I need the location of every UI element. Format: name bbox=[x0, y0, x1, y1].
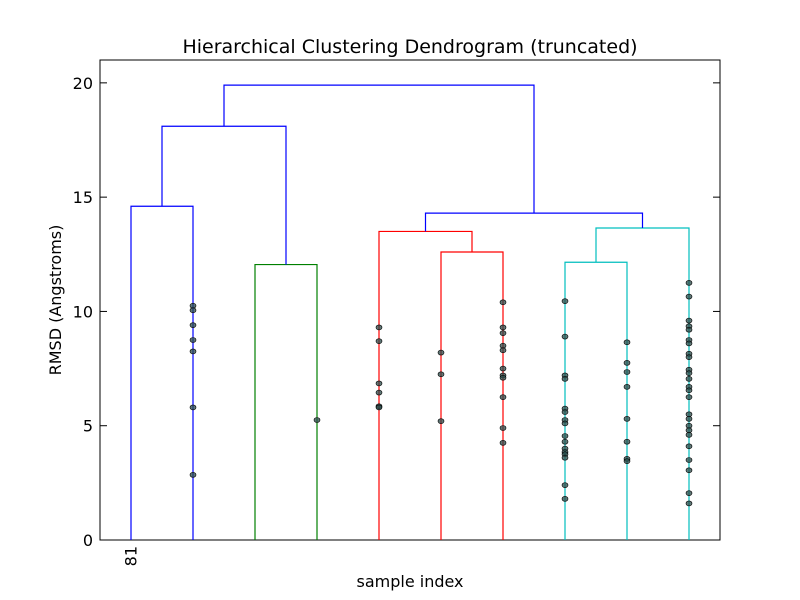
sample-point bbox=[685, 411, 693, 418]
sample-point bbox=[499, 330, 507, 336]
sample-point bbox=[499, 374, 507, 381]
sample-point bbox=[685, 422, 693, 429]
sample-point bbox=[561, 298, 569, 304]
sample-point bbox=[685, 370, 693, 376]
y-axis-label: RMSD (Angstroms) bbox=[46, 225, 65, 376]
sample-point bbox=[561, 482, 569, 488]
dendrogram-links bbox=[130, 84, 690, 540]
sample-point bbox=[685, 500, 693, 507]
sample-point bbox=[623, 384, 631, 390]
sample-point bbox=[685, 443, 693, 450]
sample-point bbox=[685, 432, 693, 438]
sample-point bbox=[189, 472, 197, 478]
dendrogram-link-0 bbox=[130, 205, 194, 540]
sample-point bbox=[685, 293, 693, 300]
sample-point bbox=[623, 339, 631, 346]
x-tick-label: 81 bbox=[122, 546, 141, 566]
sample-point bbox=[561, 454, 569, 461]
sample-point bbox=[623, 458, 631, 464]
sample-point bbox=[499, 425, 507, 431]
sample-point bbox=[437, 371, 445, 378]
y-tick-label: 10 bbox=[73, 302, 93, 321]
sample-point bbox=[685, 317, 693, 324]
sample-point bbox=[623, 438, 631, 445]
sample-point bbox=[685, 280, 693, 286]
sample-point bbox=[499, 299, 507, 306]
sample-point bbox=[499, 365, 507, 372]
sample-point bbox=[189, 337, 197, 343]
dendrogram-link-2 bbox=[161, 125, 287, 265]
sample-point bbox=[561, 376, 569, 382]
sample-point bbox=[499, 347, 507, 354]
sample-point bbox=[685, 490, 693, 496]
sample-point bbox=[685, 354, 693, 360]
y-tick-label: 15 bbox=[73, 188, 93, 207]
sample-point bbox=[189, 307, 197, 314]
sample-point bbox=[561, 438, 569, 445]
sample-point bbox=[685, 457, 693, 463]
sample-point bbox=[561, 496, 569, 502]
sample-point bbox=[623, 369, 631, 375]
sample-point bbox=[189, 348, 197, 355]
chart-title: Hierarchical Clustering Dendrogram (trun… bbox=[182, 36, 637, 58]
sample-point bbox=[685, 340, 693, 347]
sample-point bbox=[685, 387, 693, 394]
sample-point bbox=[685, 394, 693, 400]
x-axis: 81 bbox=[122, 546, 141, 566]
sample-points bbox=[189, 280, 693, 507]
sample-point bbox=[313, 417, 321, 423]
sample-point bbox=[375, 404, 383, 411]
sample-point bbox=[375, 380, 383, 387]
sample-point bbox=[437, 349, 445, 356]
y-tick-label: 0 bbox=[83, 531, 93, 550]
sample-point bbox=[375, 389, 383, 396]
sample-point bbox=[561, 420, 569, 427]
y-axis: 0 5 10 15 20 bbox=[73, 74, 720, 550]
sample-point bbox=[189, 404, 197, 411]
sample-point bbox=[499, 394, 507, 400]
sample-point bbox=[561, 433, 569, 439]
dendrogram-link-7 bbox=[424, 212, 644, 232]
sample-point bbox=[685, 416, 693, 422]
sample-point bbox=[561, 409, 569, 415]
sample-point bbox=[685, 467, 693, 474]
sample-point bbox=[375, 338, 383, 344]
y-tick-label: 5 bbox=[83, 417, 93, 436]
sample-point bbox=[623, 360, 631, 366]
sample-point bbox=[623, 416, 631, 422]
sample-point bbox=[499, 324, 507, 331]
y-tick-label: 20 bbox=[73, 74, 93, 93]
x-axis-label: sample index bbox=[356, 572, 463, 591]
sample-point bbox=[189, 302, 197, 309]
sample-point bbox=[561, 333, 569, 340]
sample-point bbox=[375, 324, 383, 331]
sample-point bbox=[189, 322, 197, 328]
sample-point bbox=[685, 427, 693, 434]
sample-point bbox=[437, 418, 445, 424]
sample-point bbox=[685, 326, 693, 333]
sample-point bbox=[685, 376, 693, 382]
dendrogram-link-5 bbox=[564, 261, 628, 540]
plot-frame bbox=[99, 59, 721, 541]
sample-point bbox=[499, 440, 507, 446]
sample-point bbox=[499, 342, 507, 349]
dendrogram-link-8 bbox=[223, 84, 535, 214]
